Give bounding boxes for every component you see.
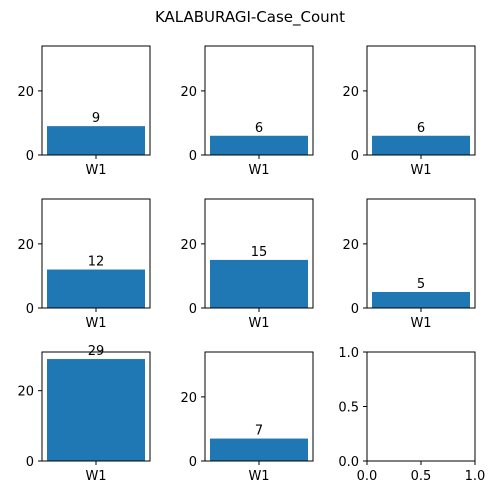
- x-tick-label: W1: [248, 316, 269, 331]
- x-tick-label: 0.0: [357, 469, 378, 484]
- y-tick-label: 20: [17, 385, 34, 400]
- x-tick-label: W1: [410, 163, 431, 178]
- subplot-5: 15 0 20 W1: [180, 198, 314, 331]
- x-tick-label: 0.5: [411, 469, 432, 484]
- bar: [47, 126, 145, 155]
- y-tick-label: 0: [26, 302, 34, 317]
- y-tick-label: 0.5: [338, 401, 359, 416]
- bar-value-label: 15: [251, 245, 268, 260]
- subplot-6: 5 0 20 W1: [342, 198, 476, 331]
- bar: [47, 359, 145, 461]
- x-tick-label: W1: [248, 163, 269, 178]
- y-tick-label: 1.0: [338, 346, 359, 361]
- x-tick-label: W1: [85, 469, 106, 484]
- x-tick-label: W1: [248, 469, 269, 484]
- bar: [372, 135, 470, 155]
- bar-value-label: 12: [88, 255, 105, 270]
- y-tick-label: 0: [26, 149, 34, 164]
- y-tick-label: 20: [180, 85, 197, 100]
- bar-value-label: 7: [255, 424, 263, 439]
- subplot-8: 7 0 20 W1: [180, 351, 314, 484]
- subplot-3: 6 0 20 W1: [342, 45, 476, 178]
- bar-value-label: 5: [417, 277, 425, 292]
- subplot-2: 6 0 20 W1: [180, 45, 314, 178]
- y-tick-label: 20: [342, 238, 359, 253]
- bar-value-label: 6: [255, 121, 263, 136]
- y-tick-label: 0.0: [338, 455, 359, 470]
- y-tick-label: 20: [180, 238, 197, 253]
- y-tick-label: 0: [189, 149, 197, 164]
- x-tick-label: W1: [85, 163, 106, 178]
- y-tick-label: 0: [351, 302, 359, 317]
- y-tick-label: 20: [180, 391, 197, 406]
- y-tick-label: 20: [342, 85, 359, 100]
- x-tick-label: 1.0: [465, 469, 486, 484]
- bar-value-label: 6: [417, 121, 425, 136]
- subplots-grid: 9020W16020W16020W112020W115020W15020W129…: [17, 45, 485, 484]
- bar: [210, 135, 308, 155]
- figure-title: KALABURAGI-Case_Count: [155, 8, 345, 27]
- y-tick-label: 0: [189, 302, 197, 317]
- axes-frame: [366, 351, 476, 462]
- subplot-1: 9 0 20 W1: [17, 45, 151, 178]
- y-tick-label: 0: [189, 455, 197, 470]
- y-tick-label: 20: [17, 238, 34, 253]
- bar: [210, 259, 308, 308]
- x-tick-label: W1: [85, 316, 106, 331]
- subplot-4: 12 0 20 W1: [17, 198, 151, 331]
- x-tick-label: W1: [410, 316, 431, 331]
- bar-value-label: 9: [92, 111, 100, 126]
- bar: [372, 291, 470, 308]
- y-tick-label: 20: [17, 85, 34, 100]
- bar: [210, 438, 308, 461]
- bar: [47, 269, 145, 308]
- y-tick-label: 0: [351, 149, 359, 164]
- subplot-9: 0.0 0.5 1.0 0.0 0.5 1.0: [338, 346, 485, 484]
- y-tick-label: 0: [26, 455, 34, 470]
